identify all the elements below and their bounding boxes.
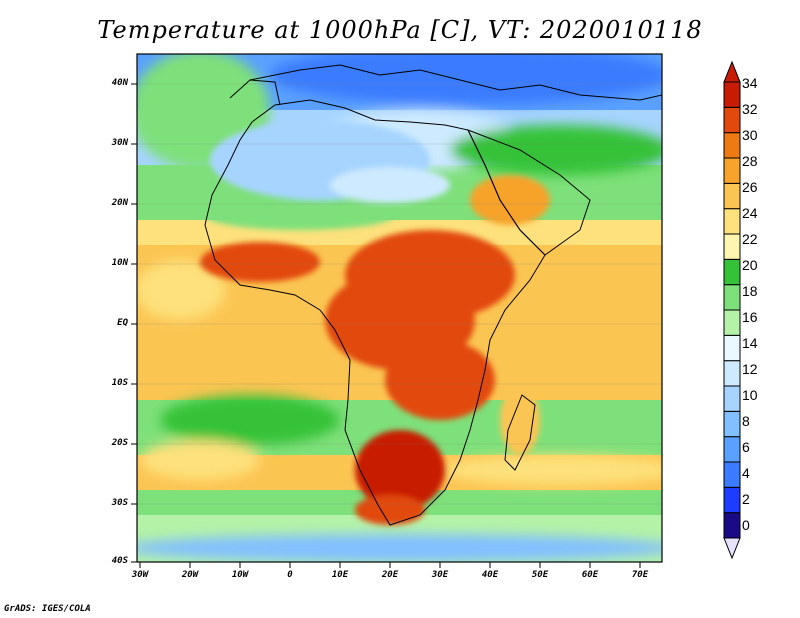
colorbar-box-6 bbox=[723, 360, 741, 387]
temperature-field bbox=[137, 54, 662, 562]
lon-label-20e: 20E bbox=[381, 570, 399, 580]
colorbar-box-14 bbox=[723, 157, 741, 184]
colorbar-box-9 bbox=[723, 284, 741, 311]
colorbar-box-16 bbox=[723, 106, 741, 134]
colorbar-boxes bbox=[723, 81, 741, 539]
colorbar-label-32: 32 bbox=[742, 101, 758, 117]
colorbar-label-22: 22 bbox=[742, 231, 758, 247]
field-patches bbox=[137, 54, 662, 562]
colorbar-box-4 bbox=[723, 410, 741, 438]
colorbar-label-6: 6 bbox=[742, 439, 750, 455]
colorbar-label-24: 24 bbox=[742, 205, 758, 221]
lon-label-10w: 10W bbox=[231, 570, 249, 580]
credit-text: GrADS: IGES/COLA bbox=[4, 604, 91, 614]
africa-coastline bbox=[204, 99, 546, 526]
lat-label-20n: 20N bbox=[111, 198, 128, 208]
europe-coastline bbox=[249, 64, 662, 101]
lon-label-50e: 50E bbox=[531, 570, 549, 580]
colorbar-label-30: 30 bbox=[742, 127, 758, 143]
colorbar-label-2: 2 bbox=[742, 491, 750, 507]
colorbar-label-18: 18 bbox=[742, 283, 758, 299]
axis-ticks bbox=[131, 83, 641, 568]
colorbar-label-26: 26 bbox=[742, 179, 758, 195]
colorbar-box-12 bbox=[723, 208, 741, 235]
lon-label-70e: 70E bbox=[631, 570, 649, 580]
lat-label-10s: 10S bbox=[111, 378, 128, 388]
colorbar-label-14: 14 bbox=[742, 335, 758, 351]
colorbar-label-28: 28 bbox=[742, 153, 758, 169]
colorbar-label-20: 20 bbox=[742, 257, 758, 273]
colorbar-box-8 bbox=[723, 309, 741, 336]
coastlines bbox=[204, 64, 662, 526]
land-temperatures bbox=[200, 120, 550, 525]
colorbar-under-arrow bbox=[723, 537, 741, 560]
lon-label-0: 0 bbox=[287, 570, 293, 580]
arabia-coastline bbox=[466, 129, 591, 256]
lon-label-20w: 20W bbox=[181, 570, 199, 580]
lon-label-30e: 30E bbox=[431, 570, 449, 580]
lon-label-10e: 10E bbox=[331, 570, 349, 580]
colorbar bbox=[723, 60, 741, 560]
colorbar-box-5 bbox=[723, 385, 741, 412]
colorbar-box-3 bbox=[723, 436, 741, 463]
colorbar-label-10: 10 bbox=[742, 387, 758, 403]
lat-label-30n: 30N bbox=[111, 138, 128, 148]
colorbar-label-4: 4 bbox=[742, 465, 750, 481]
colorbar-label-8: 8 bbox=[742, 413, 750, 429]
lat-label-30s: 30S bbox=[111, 498, 128, 508]
colorbar-box-15 bbox=[723, 132, 741, 159]
lat-label-eq: EQ bbox=[117, 318, 128, 328]
colorbar-box-1 bbox=[723, 486, 741, 514]
chart-title: Temperature at 1000hPa [C], VT: 20200101… bbox=[97, 16, 703, 44]
colorbar-box-2 bbox=[723, 461, 741, 488]
lon-label-60e: 60E bbox=[581, 570, 599, 580]
colorbar-box-11 bbox=[723, 233, 741, 260]
madagascar-coastline bbox=[504, 394, 536, 471]
colorbar-label-12: 12 bbox=[742, 361, 758, 377]
colorbar-box-17 bbox=[723, 81, 741, 108]
lat-label-20s: 20S bbox=[111, 438, 128, 448]
lon-label-30w: 30W bbox=[131, 570, 149, 580]
lat-label-40n: 40N bbox=[111, 78, 128, 88]
lat-label-10n: 10N bbox=[111, 258, 128, 268]
lat-label-40s: 40S bbox=[111, 556, 128, 566]
colorbar-label-0: 0 bbox=[742, 517, 750, 533]
colorbar-box-0 bbox=[723, 512, 741, 539]
colorbar-box-7 bbox=[723, 334, 741, 362]
colorbar-label-34: 34 bbox=[742, 75, 758, 91]
colorbar-box-10 bbox=[723, 258, 741, 286]
colorbar-over-arrow bbox=[723, 60, 741, 83]
colorbar-box-13 bbox=[723, 182, 741, 210]
plot-frame bbox=[136, 53, 663, 563]
iberia-coastline bbox=[229, 79, 281, 106]
graticule bbox=[137, 83, 662, 505]
colorbar-label-16: 16 bbox=[742, 309, 758, 325]
lon-label-40e: 40E bbox=[481, 570, 499, 580]
